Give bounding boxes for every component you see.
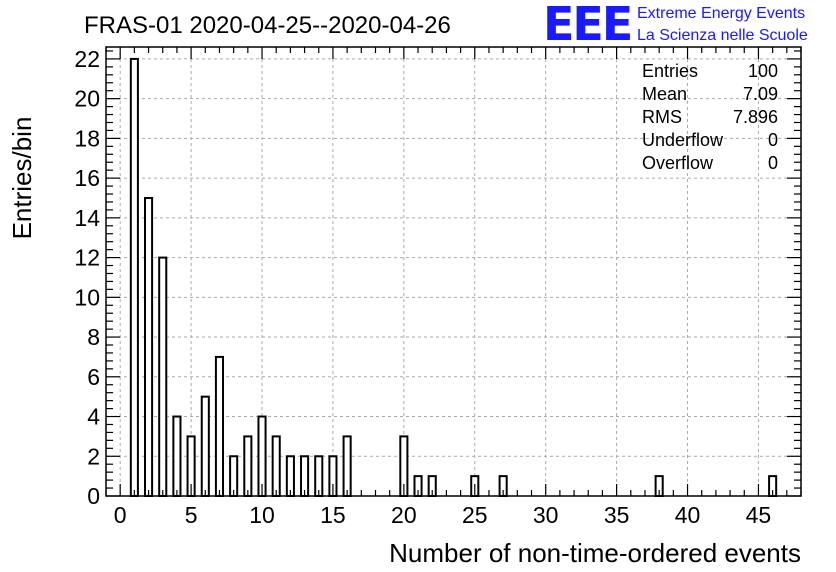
stats-value: 7.09 [743,84,778,104]
stats-box: Entries 100 Mean 7.09 RMS 7.896 Underflo… [642,61,778,173]
histogram-bar [144,196,154,497]
stats-label: Mean [642,84,687,104]
x-axis-ticks: 0 5 10 15 20 25 30 35 40 45 [105,47,802,528]
histogram-bar [200,395,210,498]
stats-value: 0 [768,153,778,173]
y-tick-label: 12 [74,245,100,271]
x-tick-label: 40 [675,502,701,528]
stats-label: RMS [642,107,682,127]
x-tick-label: 30 [533,502,559,528]
stats-value: 0 [768,130,778,150]
stats-row-underflow: Underflow 0 [642,130,778,150]
plot-frame [105,46,802,497]
stats-row-overflow: Overflow 0 [642,153,778,173]
x-tick-label: 25 [462,502,488,528]
eee-logo: EEE Extreme Energy Events La Scienza nel… [543,0,808,51]
y-tick-label: 8 [87,324,100,350]
stats-row-mean: Mean 7.09 [642,84,778,104]
x-tick-label: 20 [391,502,417,528]
eee-logo-line1: Extreme Energy Events [637,5,805,22]
histogram-bar [214,355,225,497]
stats-label: Underflow [642,130,724,150]
y-axis-title: Entries/bin [7,117,37,240]
x-tick-label: 45 [746,502,772,528]
y-tick-label: 10 [74,284,100,310]
histogram-bar [271,435,281,497]
y-tick-label: 14 [74,205,100,231]
eee-logo-mark: EEE [543,0,631,51]
y-tick-label: 6 [87,364,100,390]
y-tick-label: 2 [87,443,100,469]
histogram-bar [342,435,352,497]
histogram-bar [172,415,182,497]
chart-title: FRAS-01 2020-04-25--2020-04-26 [84,12,451,39]
y-tick-label: 4 [87,404,100,430]
stats-value: 100 [748,61,778,81]
y-tick-label: 18 [74,125,100,151]
histogram-bar [243,435,253,497]
y-tick-label: 20 [74,86,100,112]
histogram-bar [129,57,139,498]
stats-value: 7.896 [733,107,778,127]
stats-row-entries: Entries 100 [642,61,778,81]
x-tick-label: 5 [185,502,198,528]
x-tick-label: 35 [604,502,630,528]
eee-logo-line2: La Scienza nelle Scuole [637,27,808,44]
plot-border [105,46,802,497]
x-tick-label: 15 [320,502,346,528]
y-axis-ticks: 0 2 4 6 8 10 12 14 16 18 20 22 [74,46,801,509]
stats-label: Entries [642,61,698,81]
y-tick-label: 22 [74,46,100,72]
x-axis-title: Number of non-time-ordered events [389,538,801,568]
y-tick-label: 0 [87,483,100,509]
x-tick-label: 10 [249,502,275,528]
y-tick-label: 16 [74,165,100,191]
stats-label: Overflow [642,153,714,173]
histogram-bar [158,256,168,497]
grid-lines [106,47,801,497]
stats-row-rms: RMS 7.896 [642,107,778,127]
x-tick-label: 0 [114,502,127,528]
